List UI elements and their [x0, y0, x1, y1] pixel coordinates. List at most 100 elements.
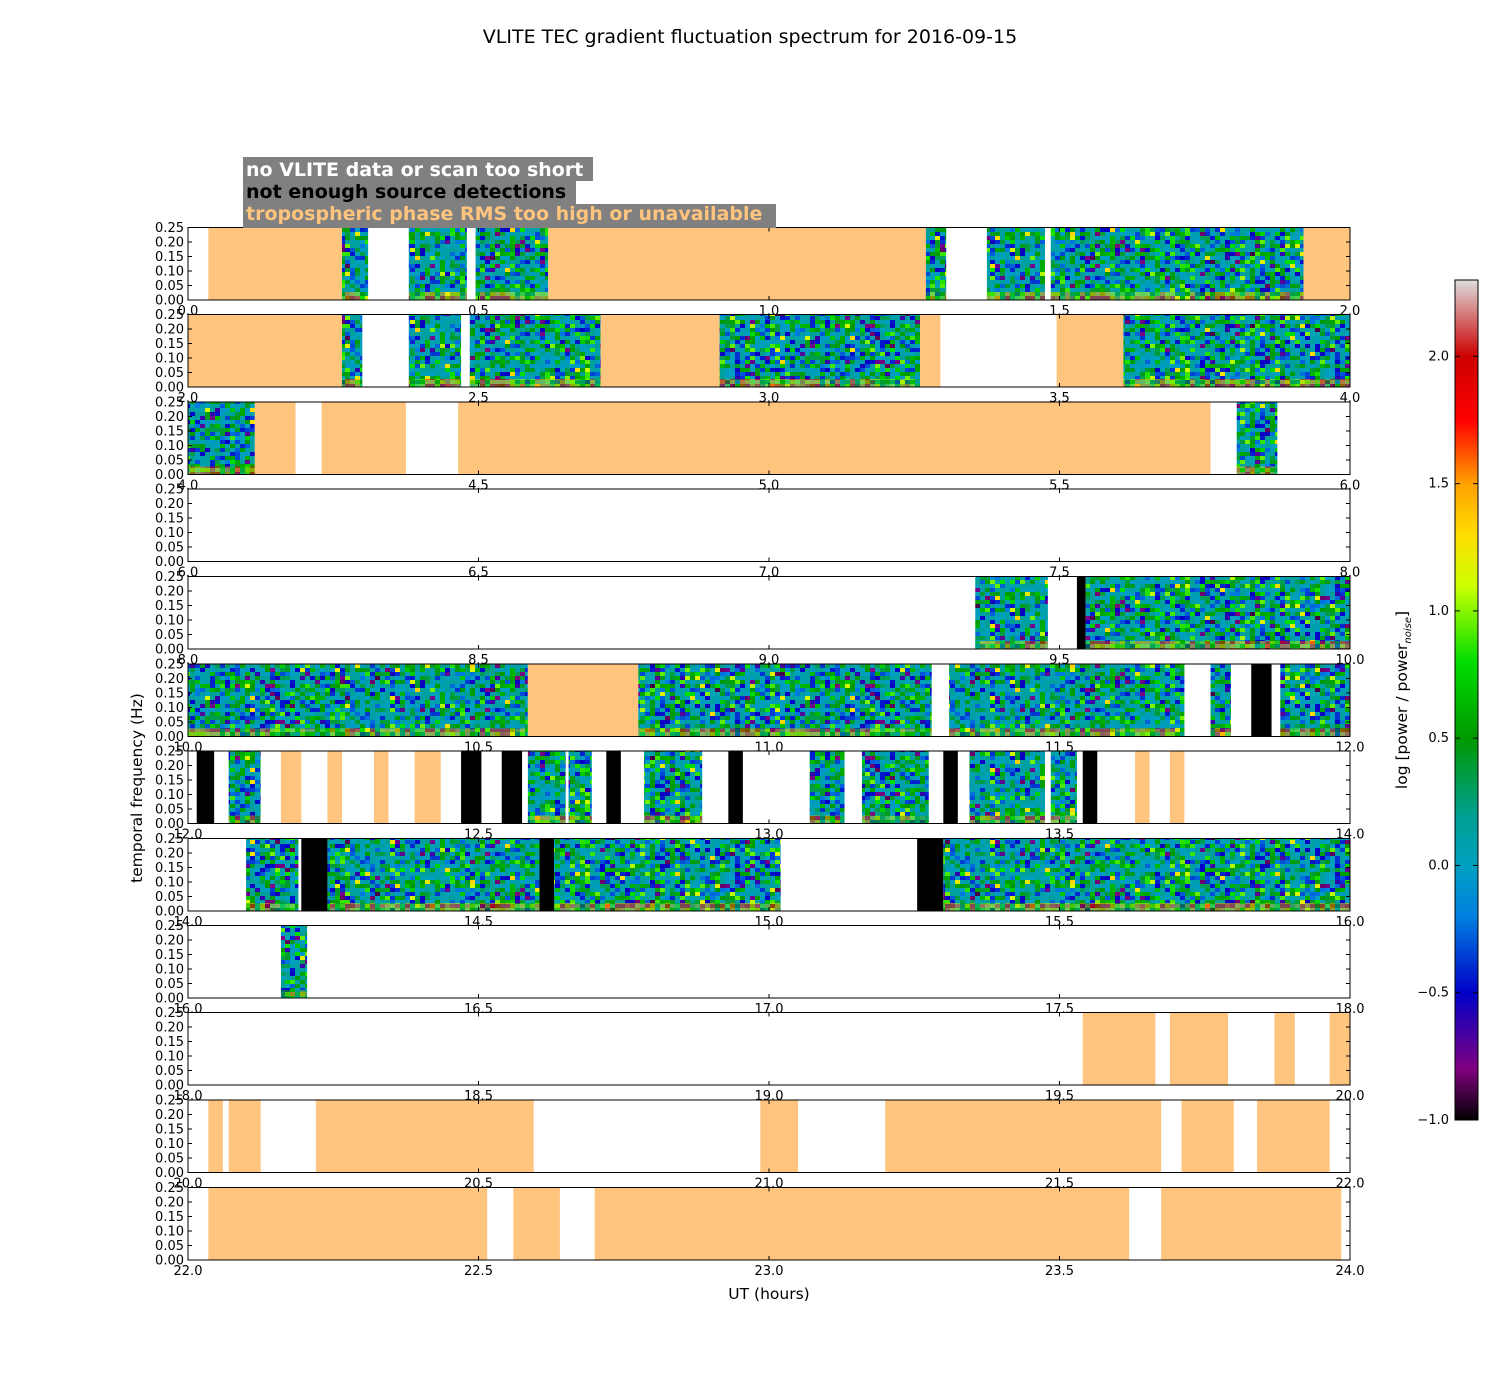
y-tick-label: 0.10 — [155, 352, 184, 367]
panel-2: 0.000.050.100.150.200.252.0 2.5 3.0 3.5 4.0 — [155, 308, 1360, 406]
tropo-flag-segment — [600, 314, 720, 387]
tropo-flag-segment — [327, 751, 342, 824]
y-tick-label: 0.00 — [155, 817, 184, 832]
spectrum-segment — [1210, 664, 1231, 737]
y-tick-label: 0.00 — [155, 294, 184, 309]
spectrum-segment — [188, 664, 528, 737]
spectrum-segment — [408, 227, 467, 300]
tropo-flag-segment — [1274, 1012, 1295, 1085]
y-tick-label: 0.20 — [155, 585, 184, 600]
spectrum-lowfreq-band — [188, 466, 255, 475]
y-tick-label: 0.10 — [155, 439, 184, 454]
legend-entry-3: tropospheric phase RMS too high or unava… — [246, 203, 762, 225]
tropo-flag-segment — [1181, 1100, 1234, 1173]
spectrum-segment — [188, 402, 255, 475]
y-tick-label: 0.00 — [155, 381, 184, 396]
spectrum-lowfreq-band — [327, 903, 540, 911]
no-detection-segment — [196, 751, 215, 824]
y-tick-label: 0.05 — [155, 977, 184, 992]
no-detection-segment — [1082, 751, 1098, 824]
y-tick-label: 0.15 — [155, 1210, 184, 1225]
y-tick-label: 0.00 — [155, 1254, 184, 1269]
chart-title: VLITE TEC gradient fluctuation spectrum … — [483, 26, 1017, 48]
tropo-flag-segment — [527, 664, 639, 737]
y-tick-label: 0.25 — [155, 221, 184, 236]
spectrum-segment — [969, 751, 1045, 824]
panel-5: 0.000.050.100.150.200.258.0 8.5 9.0 9.5 10.0 — [155, 570, 1364, 668]
legend-entry-2: not enough source detections — [246, 181, 566, 203]
tropo-flag-segment — [885, 1100, 1162, 1173]
tropo-flag-segment — [920, 314, 941, 387]
spectrum-lowfreq-band — [949, 728, 1185, 737]
y-tick-label: 0.20 — [155, 236, 184, 251]
y-tick-label: 0.25 — [155, 919, 184, 934]
spectrum-segment — [986, 227, 1045, 300]
spectrum-segment — [475, 227, 549, 300]
spectrum-segment — [644, 751, 703, 824]
spectrum-lowfreq-band — [1085, 641, 1350, 649]
y-tick-label: 0.10 — [155, 265, 184, 280]
y-tick-label: 0.15 — [155, 512, 184, 527]
y-tick-label: 0.25 — [155, 1094, 184, 1109]
spectrum-segment — [527, 751, 566, 824]
spectrum-lowfreq-band — [1050, 292, 1304, 300]
y-tick-label: 0.25 — [155, 745, 184, 760]
tropo-flag-segment — [254, 402, 296, 475]
legend-entry-1: no VLITE data or scan too short — [246, 159, 583, 181]
tropo-flag-segment — [1169, 1012, 1228, 1085]
y-tick-label: 0.20 — [155, 847, 184, 862]
spectrum-lowfreq-band — [188, 728, 528, 737]
spectrum-segment — [469, 314, 601, 387]
panel-background — [188, 1012, 1350, 1085]
y-tick-label: 0.15 — [155, 1035, 184, 1050]
x-tick-label: 22.5 — [464, 1264, 493, 1279]
y-tick-label: 0.10 — [155, 1137, 184, 1152]
spectrum-segment — [228, 751, 261, 824]
y-tick-label: 0.00 — [155, 992, 184, 1007]
spectrum-segment — [327, 838, 540, 911]
y-tick-label: 0.15 — [155, 599, 184, 614]
spectrum-segment — [408, 314, 462, 387]
tropo-flag-segment — [458, 402, 1211, 475]
spectrum-segment — [925, 227, 947, 300]
spectrum-segment — [568, 751, 592, 824]
y-tick-label: 0.10 — [155, 614, 184, 629]
tropo-flag-segment — [1257, 1100, 1330, 1173]
spectrum-lowfreq-band — [280, 990, 308, 998]
y-tick-label: 0.20 — [155, 1108, 184, 1123]
spectrum-segment — [1050, 227, 1304, 300]
panel-3: 0.000.050.100.150.200.254.0 4.5 5.0 5.5 6.0 — [155, 396, 1360, 494]
tropo-flag-segment — [208, 1100, 223, 1173]
tropo-flag-segment — [228, 1100, 261, 1173]
y-tick-label: 0.05 — [155, 541, 184, 556]
spectrum-segment — [341, 314, 363, 387]
spectrum-segment — [943, 838, 1350, 911]
tropo-flag-segment — [1169, 751, 1185, 824]
colorbar-label: log [power / powernoise] — [1393, 611, 1414, 789]
colorbar-tick-label: 0.0 — [1428, 858, 1449, 873]
spectrum-lowfreq-band — [341, 379, 363, 387]
y-tick-label: 0.15 — [155, 250, 184, 265]
x-tick-label: 22.0 — [174, 1264, 203, 1279]
y-tick-label: 0.10 — [155, 701, 184, 716]
tropo-flag-segment — [373, 751, 389, 824]
tropo-flag-segment — [1329, 1012, 1350, 1085]
tropo-flag-segment — [1082, 1012, 1156, 1085]
y-tick-label: 0.10 — [155, 1225, 184, 1240]
y-tick-label: 0.10 — [155, 526, 184, 541]
y-tick-label: 0.05 — [155, 1152, 184, 1167]
panel-background — [188, 925, 1350, 998]
no-detection-segment — [917, 838, 944, 911]
spectrum-segment — [861, 751, 929, 824]
y-tick-label: 0.10 — [155, 876, 184, 891]
y-tick-label: 0.05 — [155, 454, 184, 469]
panel-4: 0.000.050.100.150.200.256.0 6.5 7.0 7.5 8.0 — [155, 483, 1360, 581]
y-tick-label: 0.10 — [155, 1050, 184, 1065]
colorbar-tick-label: −1.0 — [1417, 1113, 1449, 1128]
y-tick-label: 0.00 — [155, 905, 184, 920]
spectrum-lowfreq-band — [568, 815, 592, 824]
no-detection-segment — [501, 751, 523, 824]
